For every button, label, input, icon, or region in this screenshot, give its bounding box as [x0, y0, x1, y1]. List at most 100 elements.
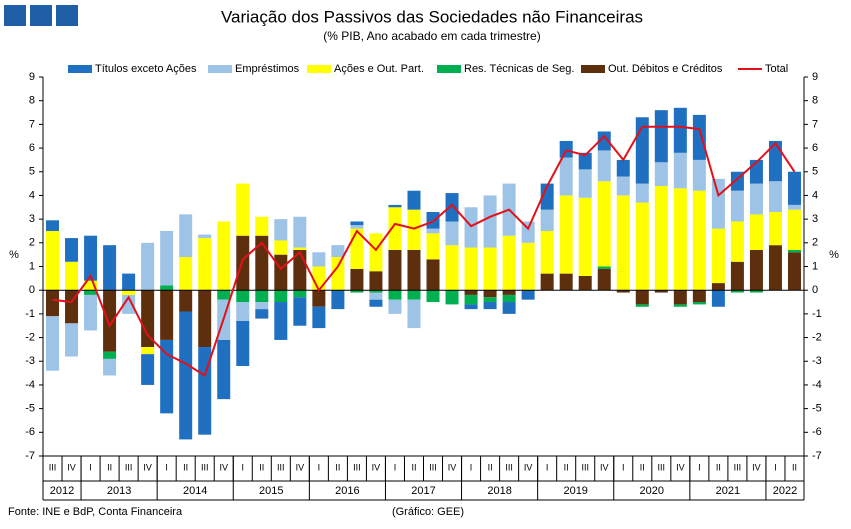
bar-segment	[369, 290, 383, 293]
bar-segment	[521, 242, 535, 291]
bar-segment	[768, 212, 782, 246]
bar-segment	[559, 157, 573, 196]
x-tick-label: III	[505, 462, 513, 472]
x-tick-label: IV	[67, 462, 76, 472]
bar-segment	[236, 290, 250, 303]
bar-segment	[445, 290, 459, 305]
bar-segment	[160, 230, 174, 286]
year-label: 2016	[335, 485, 359, 497]
bar-segment	[65, 261, 79, 291]
x-tick-label: I	[242, 462, 245, 472]
legend-swatch	[208, 65, 232, 73]
bar-segment	[217, 290, 231, 300]
bar-segment	[65, 238, 79, 262]
bar-segment	[293, 216, 307, 248]
bar-segment	[46, 316, 60, 371]
bar-segment	[787, 171, 801, 205]
x-tick-label: IV	[296, 462, 305, 472]
x-tick-label: IV	[600, 462, 609, 472]
bar-segment	[654, 110, 668, 163]
bar-segment	[198, 238, 212, 291]
bar-segment	[502, 302, 516, 314]
logo-block	[30, 5, 52, 26]
bar-segment	[84, 280, 98, 291]
x-tick-label: II	[107, 462, 112, 472]
x-tick-label: I	[470, 462, 473, 472]
y-tick-label: 7	[29, 118, 35, 130]
bar-segment	[331, 257, 345, 291]
bar-segment	[46, 220, 60, 231]
y2-tick-label: 2	[812, 237, 818, 249]
bar-segment	[749, 183, 763, 215]
y-tick-label: 5	[29, 166, 35, 178]
y-tick-label: 6	[29, 142, 35, 154]
bar-segment	[597, 181, 611, 267]
bar-segment	[217, 221, 231, 291]
bar-segment	[141, 354, 155, 385]
legend-swatch	[581, 65, 605, 73]
bar-segment	[426, 259, 440, 291]
bar-segment	[768, 181, 782, 213]
bar-segment	[483, 297, 497, 303]
bar-segment	[540, 209, 554, 231]
y2-tick-label: -6	[812, 426, 822, 438]
bar-segment	[274, 219, 288, 241]
bar-segment	[464, 290, 478, 295]
x-tick-label: I	[89, 462, 92, 472]
y-axis-label: %	[9, 249, 19, 261]
x-tick-label: IV	[372, 462, 381, 472]
bar-segment	[236, 183, 250, 236]
bar-segment	[407, 299, 421, 329]
bar-segment	[388, 207, 402, 250]
bar-segment	[597, 131, 611, 151]
x-tick-label: I	[698, 462, 701, 472]
y2-tick-label: 4	[812, 189, 818, 201]
bar-segment	[369, 271, 383, 291]
source: Fonte: INE e BdP, Conta Financeira	[8, 506, 183, 518]
year-label: 2019	[563, 485, 587, 497]
bar-segment	[559, 273, 573, 291]
bar-segment	[521, 290, 535, 300]
bar-segment	[540, 273, 554, 291]
bar-segment	[407, 190, 421, 210]
bar-segment	[293, 247, 307, 250]
x-tick-label: IV	[448, 462, 457, 472]
bar-segment	[559, 140, 573, 158]
legend-swatch	[437, 65, 461, 73]
y2-tick-label: 5	[812, 166, 818, 178]
credit: (Gráfico: GEE)	[392, 506, 464, 518]
x-tick-label: III	[201, 462, 209, 472]
bar-segment	[65, 323, 79, 357]
bar-segment	[141, 347, 155, 355]
bar-segment	[198, 347, 212, 435]
bar-segment	[179, 257, 193, 291]
bar-segment	[160, 290, 174, 340]
bar-segment	[654, 290, 668, 293]
bar-segment	[198, 234, 212, 239]
bar-segment	[255, 235, 269, 291]
x-tick-label: III	[734, 462, 742, 472]
bar-segment	[673, 290, 687, 305]
bar-segment	[84, 294, 98, 331]
x-tick-label: III	[49, 462, 57, 472]
bar-segment	[84, 290, 98, 295]
bar-segment	[635, 202, 649, 291]
bar-segment	[597, 268, 611, 291]
bar-segment	[578, 152, 592, 170]
bar-segment	[445, 245, 459, 291]
bar-segment	[350, 290, 364, 293]
bar-segment	[483, 290, 497, 298]
x-tick-label: IV	[752, 462, 761, 472]
bar-segment	[578, 169, 592, 198]
y2-tick-label: -4	[812, 379, 822, 391]
x-tick-label: IV	[143, 462, 152, 472]
bar-segment	[312, 306, 326, 329]
y-tick-label: 4	[29, 189, 35, 201]
bar-segment	[483, 247, 497, 291]
bar-segment	[730, 221, 744, 262]
bar-segment	[445, 193, 459, 222]
x-tick-label: II	[640, 462, 645, 472]
y2-tick-label: 9	[812, 71, 818, 83]
x-tick-label: III	[353, 462, 361, 472]
